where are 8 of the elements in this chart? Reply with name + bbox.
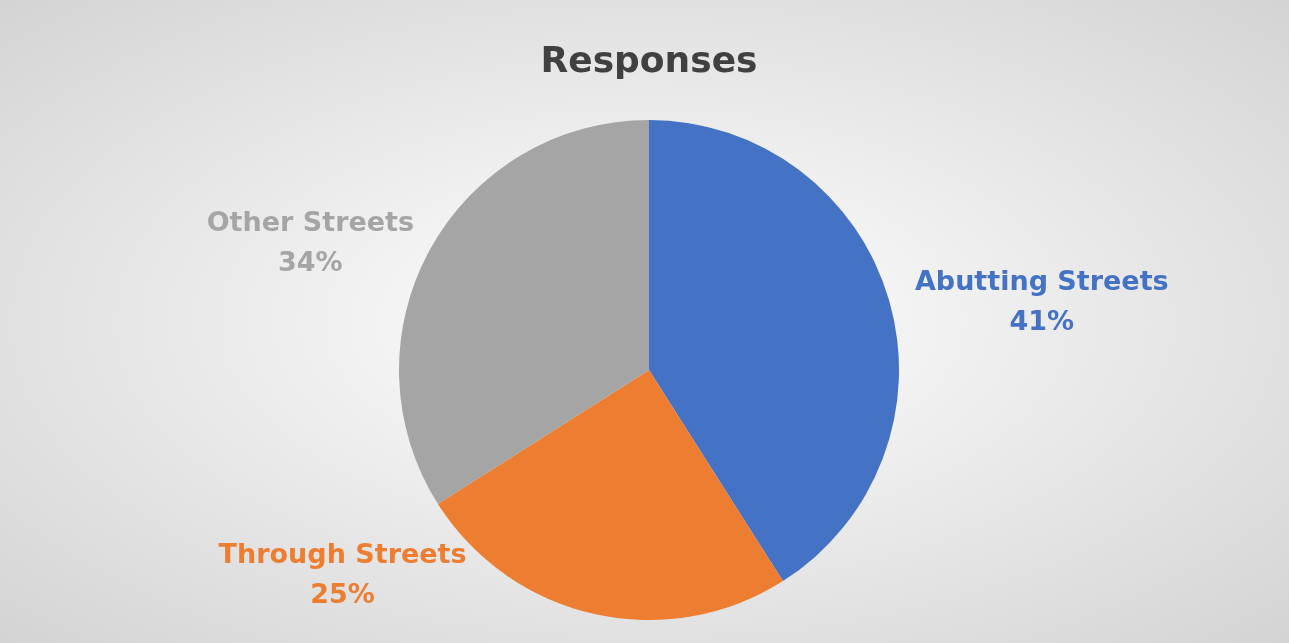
slice-label: Through Streets <box>218 538 467 569</box>
data-label: 34% <box>278 246 343 278</box>
slice-label: Other Streets <box>206 206 415 238</box>
slice-label: Abutting Streets <box>914 264 1169 296</box>
data-label: 25% <box>310 578 375 609</box>
pie-slice <box>649 120 899 582</box>
data-label: 41% <box>1009 304 1075 336</box>
chart-title: Responses <box>540 39 758 80</box>
